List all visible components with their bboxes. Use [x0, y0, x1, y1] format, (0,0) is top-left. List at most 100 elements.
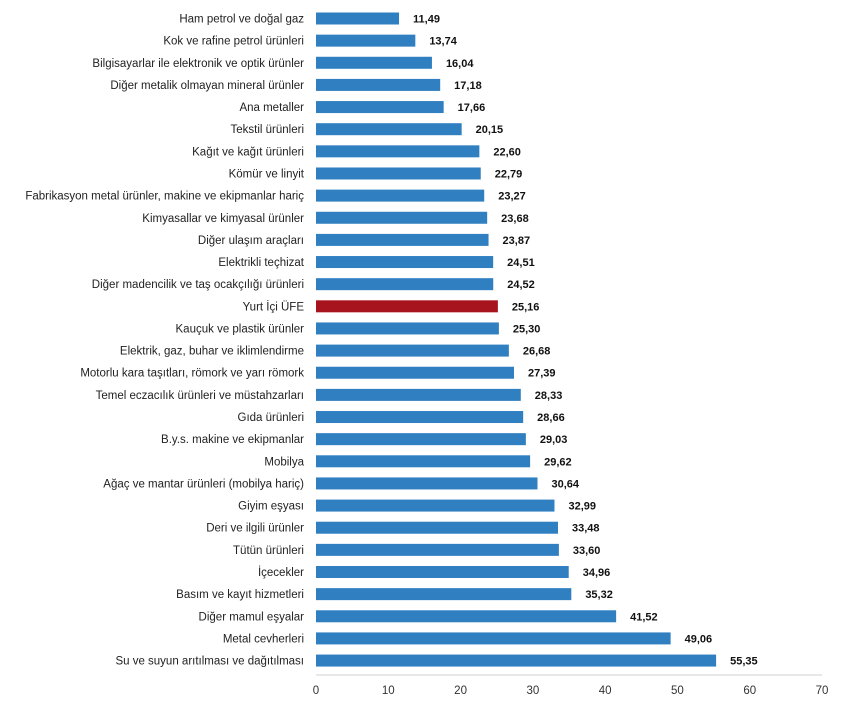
- bar: [316, 543, 559, 556]
- x-tick-label: 0: [313, 685, 319, 697]
- x-tick-label: 30: [526, 685, 539, 697]
- value-label: 30,64: [551, 478, 579, 490]
- bar: [316, 455, 531, 468]
- category-labels-group: Ham petrol ve doğal gaz Kok ve rafine pet…: [25, 14, 304, 668]
- bar: [316, 588, 572, 601]
- bar: [316, 189, 485, 202]
- category-label: Diğer metalik olmayan mineral ürünler: [110, 80, 304, 92]
- category-label: Elektrikli teçhizat: [218, 257, 304, 269]
- value-label: 33,48: [572, 523, 600, 535]
- bar: [316, 12, 400, 25]
- bar: [316, 499, 555, 512]
- category-label: Bilgisayarlar ile elektronik ve optik ür…: [92, 58, 304, 70]
- x-tick-label: 70: [816, 685, 829, 697]
- category-label: Metal cevherleri: [223, 633, 304, 645]
- bar: [316, 78, 441, 91]
- bar: [316, 211, 488, 224]
- value-label: 25,30: [513, 323, 541, 335]
- x-tick-label: 40: [599, 685, 612, 697]
- category-label: Tütün ürünleri: [233, 545, 304, 557]
- x-tick-label: 50: [671, 685, 684, 697]
- bar: [316, 256, 494, 269]
- category-label: İçecekler: [258, 566, 304, 579]
- value-label: 22,79: [495, 168, 523, 180]
- category-label: Diğer mamul eşyalar: [199, 611, 305, 623]
- value-label: 26,68: [523, 346, 551, 358]
- category-label: Ham petrol ve doğal gaz: [179, 14, 304, 26]
- value-label: 49,06: [685, 633, 713, 645]
- bars-group: [316, 12, 717, 667]
- value-label: 17,18: [454, 80, 482, 92]
- bar: [316, 101, 444, 114]
- category-label: B.y.s. makine ve ekipmanlar: [161, 434, 304, 446]
- bar: [316, 344, 509, 357]
- value-label: 25,16: [512, 301, 540, 313]
- category-label: Motorlu kara taşıtları, römork ve yarı r…: [80, 368, 304, 380]
- value-label: 20,15: [476, 124, 504, 136]
- bar: [316, 654, 717, 667]
- category-label: Deri ve ilgili ürünler: [206, 523, 304, 535]
- bar: [316, 233, 489, 246]
- category-label: Kömür ve linyit: [229, 168, 305, 180]
- value-label: 32,99: [568, 501, 596, 513]
- bar: [316, 366, 514, 379]
- category-label: Tekstil ürünleri: [231, 124, 305, 136]
- x-tick-label: 20: [454, 685, 467, 697]
- value-label: 34,96: [583, 567, 611, 579]
- bar: [316, 278, 494, 291]
- bar: [316, 433, 526, 446]
- category-label: Mobilya: [264, 456, 304, 468]
- value-label: 17,66: [458, 102, 486, 114]
- category-label: Kok ve rafine petrol ürünleri: [163, 36, 304, 48]
- bar: [316, 34, 416, 47]
- category-label: Ağaç ve mantar ürünleri (mobilya hariç): [103, 478, 304, 490]
- category-label: Gıda ürünleri: [238, 412, 304, 424]
- bar: [316, 610, 617, 623]
- value-label: 28,66: [537, 412, 565, 424]
- value-label: 27,39: [528, 368, 556, 380]
- bar: [316, 411, 524, 424]
- x-tick-labels-group: 0 10 20 30 40 50 60 70: [313, 685, 829, 697]
- category-label: Kağıt ve kağıt ürünleri: [192, 146, 304, 158]
- bar: [316, 167, 481, 180]
- x-tick-label: 60: [743, 685, 756, 697]
- value-label: 23,87: [503, 235, 531, 247]
- category-label: Ana metaller: [239, 102, 304, 114]
- value-label: 28,33: [535, 390, 563, 402]
- category-label: Diğer ulaşım araçları: [198, 235, 304, 247]
- value-label: 13,74: [429, 36, 457, 48]
- value-label: 41,52: [630, 611, 658, 623]
- bar: [316, 300, 498, 313]
- category-label: Temel eczacılık ürünleri ve müstahzarlar…: [96, 390, 304, 402]
- value-labels-group: 11,49 13,74 16,04 17,18 17,66 20,15 22,60 22,79…: [413, 14, 758, 668]
- bar: [316, 521, 559, 534]
- value-label: 11,49: [413, 14, 440, 26]
- value-label: 24,52: [507, 279, 535, 291]
- category-label: Diğer madencilik ve taş ocakçılığı ürünl…: [92, 279, 304, 291]
- value-label: 55,35: [730, 656, 758, 668]
- bar: [316, 477, 538, 490]
- value-label: 33,60: [573, 545, 601, 557]
- category-label: Giyim eşyası: [238, 501, 304, 513]
- value-label: 29,03: [540, 434, 568, 446]
- bar: [316, 145, 480, 158]
- x-tick-label: 10: [382, 685, 395, 697]
- category-label: Fabrikasyon metal ürünler, makine ve eki…: [25, 191, 304, 203]
- value-label: 16,04: [446, 58, 474, 70]
- bar: [316, 632, 671, 645]
- category-label: Elektrik, gaz, buhar ve iklimlendirme: [120, 346, 304, 358]
- value-label: 35,32: [585, 589, 613, 601]
- value-label: 29,62: [544, 456, 572, 468]
- category-label: Su ve suyun arıtılması ve dağıtılması: [115, 656, 304, 668]
- bar: [316, 566, 569, 578]
- bar: [316, 56, 432, 69]
- value-label: 23,27: [498, 191, 526, 203]
- category-label: Kimyasallar ve kimyasal ürünler: [142, 213, 304, 225]
- bar: [316, 123, 462, 136]
- bar: [316, 388, 521, 401]
- category-label: Yurt İçi ÜFE: [243, 300, 305, 313]
- value-label: 24,51: [507, 257, 535, 269]
- category-label: Basım ve kayıt hizmetleri: [176, 589, 304, 601]
- bar: [316, 322, 499, 335]
